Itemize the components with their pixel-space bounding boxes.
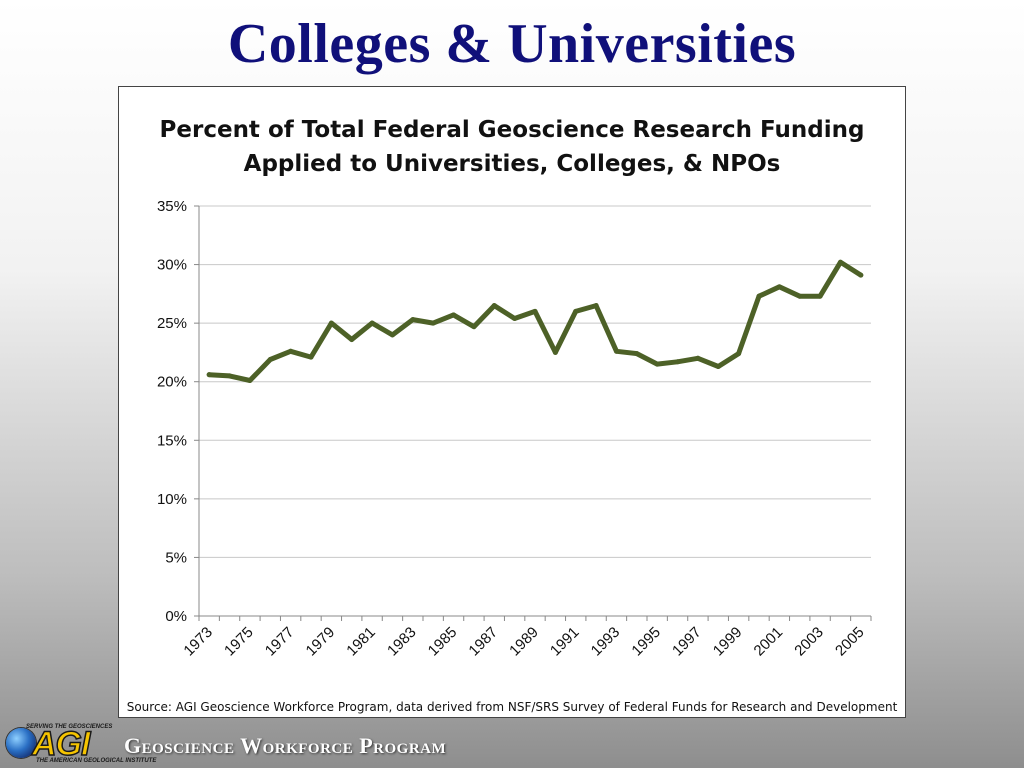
- globe-icon: [6, 728, 36, 758]
- data-point: [573, 308, 579, 314]
- x-tick-label: 1975: [221, 624, 257, 660]
- agi-logo: AGI: [31, 725, 91, 763]
- y-tick-label: 20%: [157, 374, 187, 391]
- y-tick-label: 5%: [165, 549, 187, 566]
- data-point: [634, 351, 640, 357]
- x-tick-label: 1993: [588, 624, 624, 660]
- logo-tagline: SERVING THE GEOSCIENCES: [26, 724, 113, 730]
- data-point: [837, 259, 843, 265]
- y-tick-label: 25%: [157, 315, 187, 332]
- data-point: [471, 324, 477, 330]
- data-point: [756, 293, 762, 299]
- x-tick-label: 1985: [425, 624, 461, 660]
- x-tick-label: 1999: [710, 624, 746, 660]
- data-point: [593, 303, 599, 309]
- data-point: [308, 354, 314, 360]
- data-point: [552, 349, 558, 355]
- data-point: [675, 359, 681, 365]
- y-tick-label: 35%: [157, 198, 187, 215]
- data-point: [613, 348, 619, 354]
- data-point: [715, 363, 721, 369]
- x-tick-label: 1977: [262, 624, 298, 660]
- data-point: [227, 373, 233, 379]
- x-tick-label: 1979: [303, 624, 339, 660]
- x-tick-label: 1973: [180, 624, 216, 660]
- y-tick-labels: 0% 5% 10% 15% 20% 25% 30% 35%: [157, 198, 187, 625]
- data-point: [389, 332, 395, 338]
- data-point: [206, 372, 212, 378]
- data-point: [654, 361, 660, 367]
- y-tick-label: 10%: [157, 491, 187, 508]
- axes: [194, 205, 872, 621]
- gridlines: [199, 205, 871, 617]
- x-tick-label: 1989: [506, 624, 542, 660]
- data-point: [817, 293, 823, 299]
- data-point: [430, 320, 436, 326]
- data-point: [328, 320, 334, 326]
- chart-title: Percent of Total Federal Geoscience Rese…: [160, 117, 865, 143]
- program-name: Geoscience Workforce Program: [124, 733, 447, 758]
- data-point: [858, 272, 864, 278]
- line-chart: Percent of Total Federal Geoscience Rese…: [127, 117, 898, 714]
- data-point: [491, 303, 497, 309]
- footer: SERVING THE GEOSCIENCES AGI THE AMERICAN…: [0, 722, 1024, 768]
- data-point: [797, 293, 803, 299]
- x-tick-label: 1991: [547, 624, 583, 660]
- data-point: [736, 351, 742, 357]
- data-point: [695, 355, 701, 361]
- x-tick-label: 1987: [465, 624, 501, 660]
- x-tick-label: 1983: [384, 624, 420, 660]
- x-tick-label: 1995: [628, 624, 664, 660]
- x-tick-label: 2001: [751, 624, 787, 660]
- chart-subtitle: Applied to Universities, Colleges, & NPO…: [244, 151, 781, 177]
- logo-subtitle: THE AMERICAN GEOLOGICAL INSTITUTE: [36, 758, 157, 764]
- data-point: [349, 337, 355, 343]
- data-point: [451, 312, 457, 318]
- data-point: [267, 356, 273, 362]
- data-point: [410, 317, 416, 323]
- series-line: [206, 259, 864, 383]
- chart-panel: Percent of Total Federal Geoscience Rese…: [118, 86, 906, 718]
- data-point: [512, 315, 518, 321]
- chart-source: Source: AGI Geoscience Workforce Program…: [127, 700, 898, 714]
- series-layer: [206, 259, 864, 384]
- y-tick-label: 15%: [157, 432, 187, 449]
- data-point: [288, 348, 294, 354]
- slide-title: Colleges & Universities: [227, 13, 797, 75]
- x-tick-label: 1997: [669, 624, 705, 660]
- data-point: [369, 320, 375, 326]
- x-tick-label: 2003: [791, 624, 827, 660]
- data-point: [776, 284, 782, 290]
- y-tick-label: 0%: [165, 608, 187, 625]
- y-tick-label: 30%: [157, 257, 187, 274]
- x-tick-label: 2005: [832, 624, 868, 660]
- x-tick-labels: 1973 1975 1977 1979 1981 1983 1985 1987 1989 1991…: [180, 624, 867, 660]
- data-point: [532, 308, 538, 314]
- x-tick-label: 1981: [343, 624, 379, 660]
- data-point: [247, 378, 253, 384]
